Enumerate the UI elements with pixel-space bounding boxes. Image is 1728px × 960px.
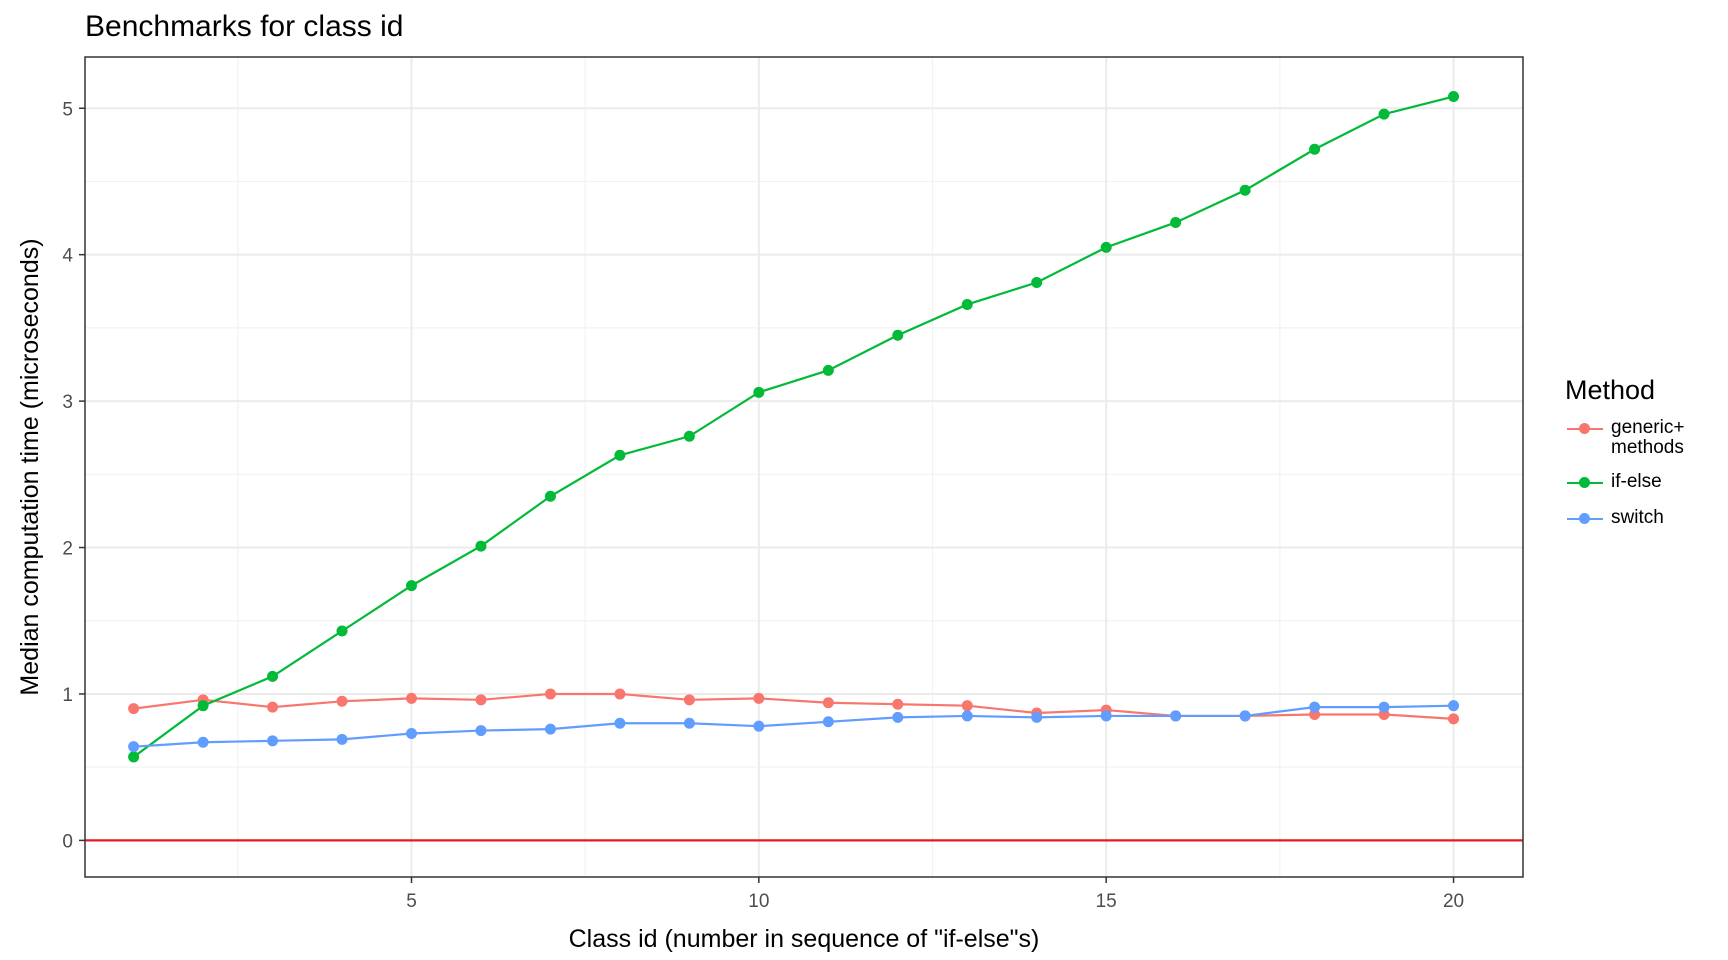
legend-title: Method: [1565, 375, 1656, 405]
legend-item-if-else: if-else: [1565, 472, 1711, 494]
y-tick-label: 1: [62, 685, 73, 706]
data-point: [267, 701, 279, 713]
y-tick-label: 3: [62, 392, 73, 413]
data-point: [1031, 711, 1043, 723]
legend-item-switch: switch: [1565, 508, 1711, 530]
data-point: [336, 625, 348, 637]
legend-key-switch: [1565, 508, 1605, 530]
legend-label: switch: [1611, 507, 1664, 528]
data-point: [1309, 701, 1321, 713]
data-point: [614, 449, 626, 461]
series-line: [132, 95, 1454, 758]
legend-dot: [1579, 513, 1590, 524]
data-point: [1239, 710, 1251, 722]
x-axis-title: Class id (number in sequence of "if-else…: [569, 925, 1040, 953]
data-point: [336, 733, 348, 745]
data-point: [753, 692, 765, 704]
data-point: [128, 703, 140, 715]
legend-key-if-else: [1565, 472, 1605, 494]
data-point: [822, 716, 834, 728]
data-point: [683, 717, 695, 729]
data-point: [475, 725, 487, 737]
legend-label: generic+ methods: [1611, 417, 1685, 458]
data-point: [544, 688, 556, 700]
legend-dot: [1579, 423, 1590, 434]
x-tick-label: 10: [748, 891, 769, 912]
data-point: [753, 386, 765, 398]
data-point: [267, 670, 279, 682]
data-point: [892, 711, 904, 723]
series-line: [133, 704, 1454, 748]
legend-label: if-else: [1611, 471, 1662, 492]
legend-key-generic-methods: [1565, 418, 1605, 440]
data-point: [1100, 241, 1112, 253]
data-point: [961, 700, 973, 712]
data-point: [683, 694, 695, 706]
y-tick-label: 2: [62, 539, 73, 560]
chart-title: Benchmarks for class id: [85, 10, 404, 43]
data-point: [128, 741, 140, 753]
data-point: [197, 736, 209, 748]
legend-dot: [1579, 477, 1590, 488]
data-point: [267, 735, 279, 747]
data-point: [1378, 701, 1390, 713]
data-point: [406, 580, 418, 592]
plot-border: [84, 56, 1524, 878]
data-point: [406, 728, 418, 739]
data-point: [128, 751, 140, 763]
x-tick-label: 15: [1096, 891, 1117, 912]
data-point: [1448, 713, 1460, 725]
data-point: [822, 364, 834, 376]
data-point: [822, 697, 834, 709]
data-point: [753, 720, 765, 732]
data-point: [614, 717, 626, 729]
data-point: [544, 490, 556, 502]
data-point: [197, 700, 209, 712]
y-axis-title: Median computation time (microseconds): [16, 238, 44, 695]
data-point: [1239, 184, 1251, 196]
legend: Method generic+ methods if-else switch: [1565, 375, 1711, 544]
data-point: [1170, 710, 1182, 722]
data-point: [961, 298, 973, 310]
data-point: [1378, 108, 1390, 120]
data-point: [406, 692, 418, 704]
data-point: [683, 430, 695, 442]
data-point: [1031, 277, 1043, 288]
data-point: [475, 540, 487, 552]
y-tick-label: 5: [62, 99, 73, 120]
data-point: [475, 694, 487, 706]
series-1: [128, 91, 1460, 763]
plot-panel: [85, 57, 1523, 877]
data-point: [614, 688, 626, 700]
data-point: [1309, 143, 1321, 155]
data-point: [961, 710, 973, 722]
data-point: [892, 329, 904, 341]
data-point: [544, 723, 556, 735]
y-tick-label: 0: [62, 831, 73, 852]
data-point: [336, 695, 348, 707]
data-point: [892, 698, 904, 710]
x-tick-label: 5: [406, 891, 417, 912]
data-point: [1448, 700, 1460, 712]
y-tick-label: 4: [62, 246, 73, 267]
series-2: [128, 700, 1460, 753]
data-point: [1100, 710, 1112, 722]
data-point: [1170, 216, 1182, 228]
x-tick-label: 20: [1443, 891, 1464, 912]
legend-item-generic-methods: generic+ methods: [1565, 418, 1711, 458]
data-point: [1448, 91, 1460, 103]
